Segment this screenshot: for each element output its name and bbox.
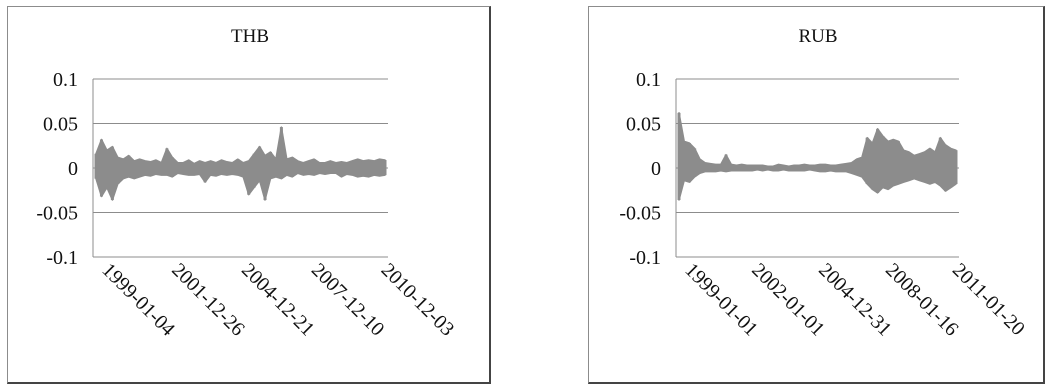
x-tick-label: 2011-01-20 [948,259,1029,340]
x-tick-label: 2001-12-26 [167,259,249,341]
chart-thb: THB 0.1 0.05 0 -0.05 -0.1 1999-01-042001-12-26… [36,26,459,341]
y-tick-label: 0.05 [43,114,78,136]
x-tick-label: 2010-12-03 [377,259,459,341]
x-tick-label: 2004-12-21 [237,259,319,341]
chart-panel-thb: THB 0.1 0.05 0 -0.05 -0.1 1999-01-04 2001-12-26… [7,6,491,384]
y-tick-label: 0.1 [53,69,78,91]
y-tick-label: 0 [651,158,661,180]
y-tick-label: 0.1 [636,69,661,91]
chart-title: RUB [798,26,837,47]
y-tick-label: -0.1 [629,247,661,269]
y-tick-label: 0.05 [626,114,661,136]
y-tick-label: -0.1 [46,247,78,269]
y-tick-label: 0 [68,158,78,180]
y-tick-label: -0.05 [619,203,661,225]
x-tick-label: 1999-01-04 [97,259,179,341]
x-tick-label: 2007-12-10 [307,259,389,341]
chart-rub: RUB0.10.050-0.05-0.11999-01-012002-01-01… [619,26,1029,341]
chart-title: THB [231,26,269,47]
y-tick-label: -0.05 [36,203,78,225]
chart-panel-rub: RUB 0.1 0.05 0 -0.05 -0.1 1999-01-01 2002-01-01… [588,6,1045,384]
